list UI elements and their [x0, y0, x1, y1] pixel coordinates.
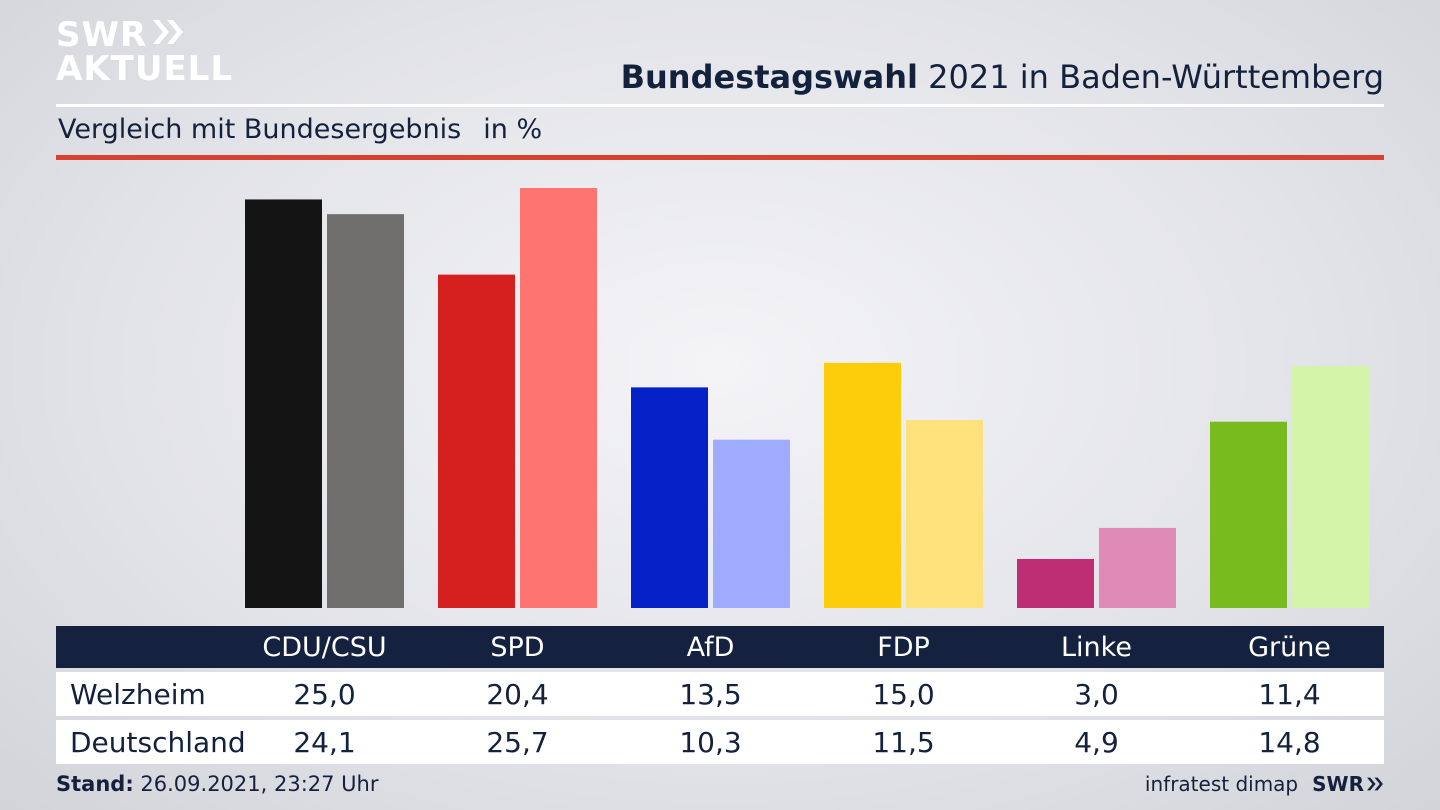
column-header: FDP: [877, 631, 930, 663]
footer-brand-text: SWR: [1312, 772, 1364, 796]
swr-aktuell-logo: SWR AKTUELL: [56, 18, 233, 86]
bar-gr-ne-welzheim: [1210, 421, 1287, 608]
data-label: 11,5: [872, 725, 935, 759]
table-row: Welzheim 25,0 20,4 13,5 15,0 3,0 11,4: [56, 672, 1384, 716]
bar-linke-welzheim: [1017, 558, 1094, 608]
bar-spd-deutschland: [520, 188, 597, 608]
row-label: Welzheim: [70, 677, 206, 711]
row-label: Deutschland: [70, 725, 246, 759]
table-header: CDU/CSU SPD AfD FDP Linke Grüne: [56, 626, 1384, 668]
chart-subtitle: Vergleich mit Bundesergebnis in %: [58, 114, 542, 145]
bar-afd-welzheim: [631, 387, 708, 608]
data-label: 25,7: [486, 725, 549, 759]
bar-cdu-csu-deutschland: [327, 214, 404, 608]
bar-afd-deutschland: [713, 439, 790, 608]
bar-spd-welzheim: [438, 274, 515, 608]
subtitle-text: Vergleich mit Bundesergebnis: [58, 114, 462, 145]
bar-gr-ne-deutschland: [1292, 366, 1369, 608]
bar-chart: [245, 188, 1369, 608]
column-header: Grüne: [1248, 631, 1331, 663]
chevrons-icon: [151, 18, 185, 52]
column-header: Linke: [1061, 631, 1132, 663]
source-credit: infratest dimap SWR: [1145, 772, 1384, 796]
timestamp: Stand: 26.09.2021, 23:27 Uhr: [56, 772, 379, 796]
data-label: 25,0: [293, 677, 356, 711]
table-row: Deutschland 24,1 25,7 10,3 11,5 4,9 14,8: [56, 720, 1384, 764]
data-label: 20,4: [486, 677, 549, 711]
bar-fdp-welzheim: [824, 362, 901, 608]
title-divider: [56, 104, 1384, 107]
data-label: 13,5: [679, 677, 742, 711]
logo-swr-text: SWR: [56, 15, 148, 55]
column-header: SPD: [490, 631, 545, 663]
swr-footer-logo: SWR: [1312, 772, 1384, 796]
logo-aktuell-text: AKTUELL: [56, 49, 234, 89]
data-label: 10,3: [679, 725, 742, 759]
data-label: 11,4: [1258, 677, 1321, 711]
data-label: 14,8: [1258, 725, 1321, 759]
title-rest: 2021 in Baden-Württemberg: [917, 58, 1384, 96]
bar-fdp-deutschland: [906, 420, 983, 608]
bar-linke-deutschland: [1099, 527, 1176, 608]
chart-title: Bundestagswahl 2021 in Baden-Württemberg: [621, 58, 1384, 96]
bar-cdu-csu-welzheim: [245, 199, 322, 608]
data-label: 3,0: [1074, 677, 1119, 711]
data-label: 24,1: [293, 725, 356, 759]
column-header: AfD: [686, 631, 735, 663]
source-text: infratest dimap: [1144, 772, 1299, 796]
unit-label: in %: [483, 114, 543, 145]
column-header: CDU/CSU: [262, 631, 387, 663]
title-bold: Bundestagswahl: [620, 58, 918, 96]
data-label: 15,0: [872, 677, 935, 711]
data-label: 4,9: [1074, 725, 1119, 759]
subtitle-divider: [56, 155, 1384, 160]
footer-chevrons-icon: [1367, 777, 1383, 791]
results-table: CDU/CSU SPD AfD FDP Linke Grüne Welzheim 25,0…: [56, 626, 1384, 764]
stand-label: Stand:: [56, 772, 134, 796]
stand-value: 26.09.2021, 23:27 Uhr: [133, 772, 379, 796]
